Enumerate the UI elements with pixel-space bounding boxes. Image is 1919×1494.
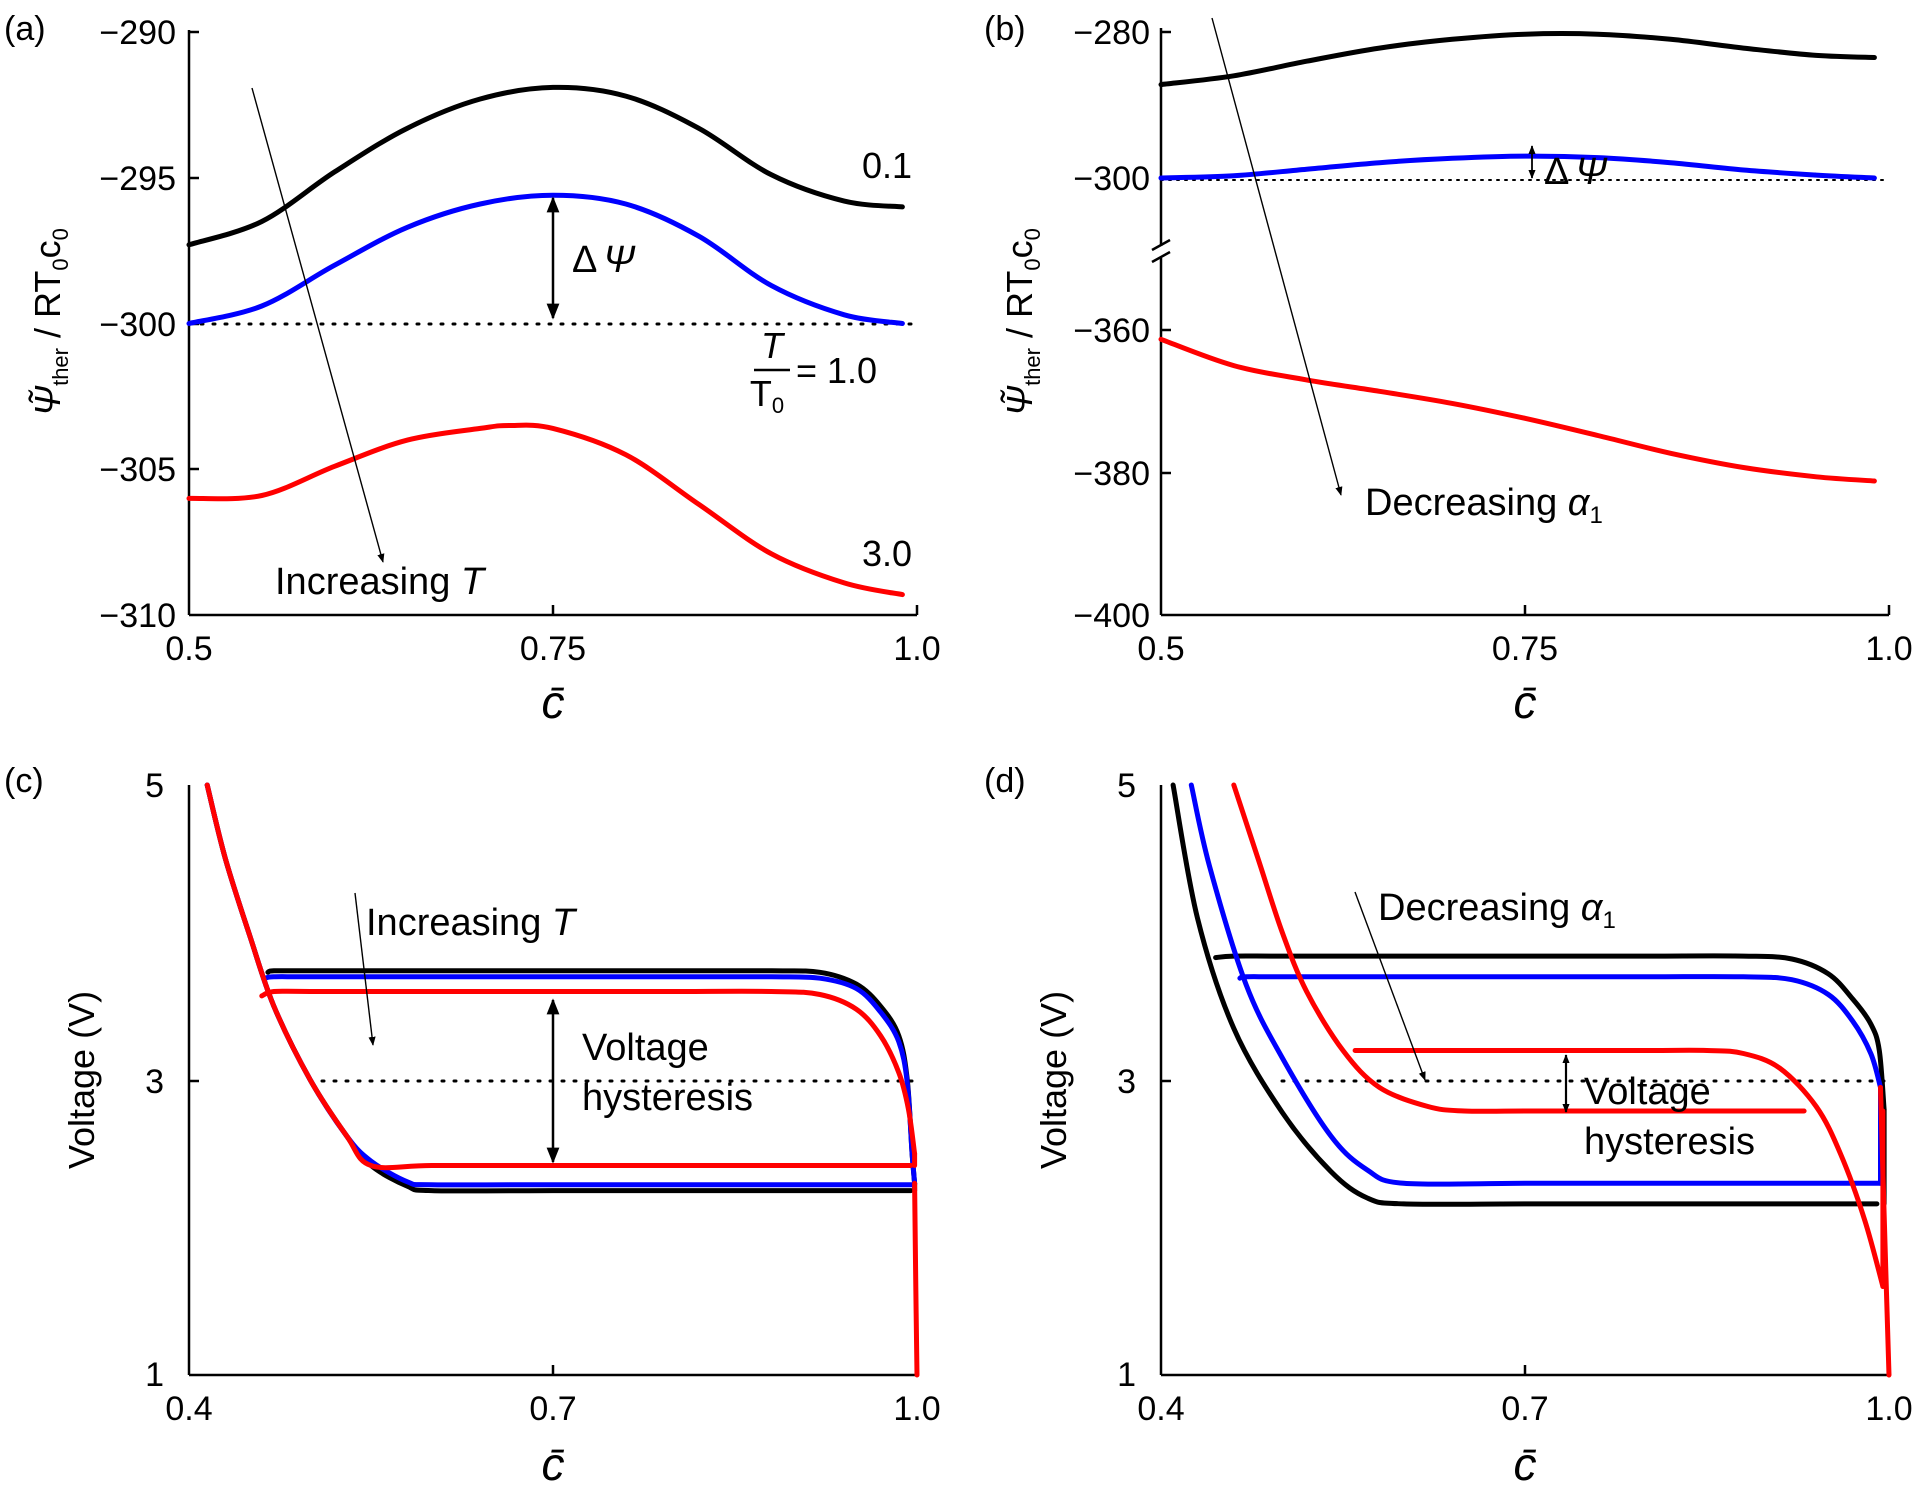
y-tick-label: −380 [1073,455,1150,493]
x-tick-label: 0.7 [529,1390,576,1428]
panel-a: (a) −290 −295 −300 −305 −310 0.5 0.75 1.… [4,10,941,728]
panel-a-y-label: Ψ̃ther / RT0c0 [27,228,73,416]
y-tick-label: −360 [1073,312,1150,350]
y-tick-label: −295 [99,160,176,198]
panel-d: (d) 1 3 5 0.4 0.7 1.0 c̄ Voltage (V) Vol… [984,762,1913,1490]
x-tick-label: 0.4 [165,1390,212,1428]
panel-c-hysteresis-label-line2: hysteresis [582,1077,753,1119]
series-line-3-0 [186,422,905,598]
panel-c-x-ticks [551,1365,919,1375]
y-tick-label: −300 [99,306,176,344]
panel-b-y-label: Ψ̃ther / RT0c0 [999,228,1045,416]
x-tick-label: 1.0 [893,1390,940,1428]
x-tick-label: 1.0 [1865,1390,1912,1428]
panel-d-plot [1170,782,1892,1378]
series-red-charge [259,988,918,1157]
panel-a-plot [186,84,905,598]
y-tick-label: 3 [1117,1063,1136,1101]
series-black-discharge [204,782,914,1194]
y-tick-label: −305 [99,451,176,489]
series-drop-curve [912,1180,920,1378]
y-tick-label: −300 [1073,160,1150,198]
panel-c-trend-label: Increasing T [366,902,578,944]
series-blue-discharge [204,782,916,1188]
x-tick-label: 0.4 [1137,1390,1184,1428]
panel-a-x-ticks [551,605,919,615]
svg-text:= 1.0: = 1.0 [796,350,877,391]
panel-d-trend-label: Decreasing α1 [1378,887,1616,934]
panel-b-x-label: c̄ [1514,676,1537,728]
panel-d-hysteresis-label-line2: hysteresis [1584,1121,1755,1163]
panel-d-trend-arrow [1354,891,1426,1081]
panel-d-y-label: Voltage (V) [1033,991,1074,1169]
series-red-discharge [1231,782,1807,1114]
series-line-black [1158,31,1877,88]
x-tick-label: 0.75 [520,630,586,668]
panel-c-label: (c) [4,762,44,800]
x-tick-label: 0.5 [1137,630,1184,668]
panel-d-hysteresis-label-line1: Voltage [1584,1071,1711,1113]
y-tick-label: −310 [99,597,176,635]
series-line-1-0 [186,192,905,326]
x-tick-label: 0.5 [165,630,212,668]
series-blue-discharge [1188,782,1883,1187]
y-tick-label: 1 [1117,1356,1136,1394]
panel-c-x-label: c̄ [542,1438,565,1490]
panel-d-label: (d) [984,762,1026,800]
x-tick-label: 1.0 [893,630,940,668]
panel-b-plot [1158,31,1877,484]
panel-a-label: (a) [4,10,46,48]
panel-d-x-ticks [1523,1365,1891,1375]
panel-c-hysteresis-label-line1: Voltage [582,1027,709,1069]
series-black-discharge [1170,782,1880,1207]
panel-c-y-label: Voltage (V) [61,991,102,1169]
panel-a-curve-label-top: 0.1 [862,145,912,186]
x-tick-label: 0.7 [1501,1390,1548,1428]
series-line-red [1158,336,1877,484]
series-line-0-1 [186,84,905,248]
y-tick-label: 3 [145,1063,164,1101]
panel-b-label: (b) [984,10,1026,48]
series-red-charge [1352,1047,1886,1289]
panel-b-trend-label: Decreasing α1 [1365,482,1603,529]
x-tick-label: 0.75 [1492,630,1558,668]
panel-b-trend-arrow [1211,17,1343,496]
svg-text:T: T [761,325,786,366]
panel-a-trend-arrow [251,87,385,563]
panel-a-curve-label-mid: T T0 = 1.0 [750,325,877,418]
panel-c: (c) 1 3 5 0.4 0.7 1.0 c̄ Voltage (V) Vol… [4,762,941,1490]
panel-b: (b) −280 −300 −360 −380 −400 0.5 0.75 1.… [984,10,1913,728]
y-tick-label: 1 [145,1356,164,1394]
y-tick-label: 5 [145,767,164,805]
series-red-discharge [204,782,914,1171]
panel-a-y-ticks [189,30,199,471]
panel-b-axis-break [1151,238,1171,264]
panel-d-x-label: c̄ [1514,1438,1537,1490]
svg-text:T0: T0 [750,373,784,418]
panel-c-trend-arrow [354,892,376,1046]
y-tick-label: −290 [99,14,176,52]
x-tick-label: 1.0 [1865,630,1912,668]
panel-a-trend-label: Increasing T [275,561,487,603]
series-blue-charge [262,974,918,1186]
y-tick-label: −400 [1073,597,1150,635]
series-blue-charge [1237,974,1883,1090]
series-line-blue [1158,153,1877,181]
panel-c-plot [204,782,920,1378]
y-tick-label: 5 [1117,767,1136,805]
y-tick-label: −280 [1073,14,1150,52]
series-drop-curve [1878,1084,1892,1378]
panel-a-curve-label-bottom: 3.0 [862,533,912,574]
panel-b-x-ticks [1523,605,1891,615]
panel-a-x-label: c̄ [542,676,565,728]
